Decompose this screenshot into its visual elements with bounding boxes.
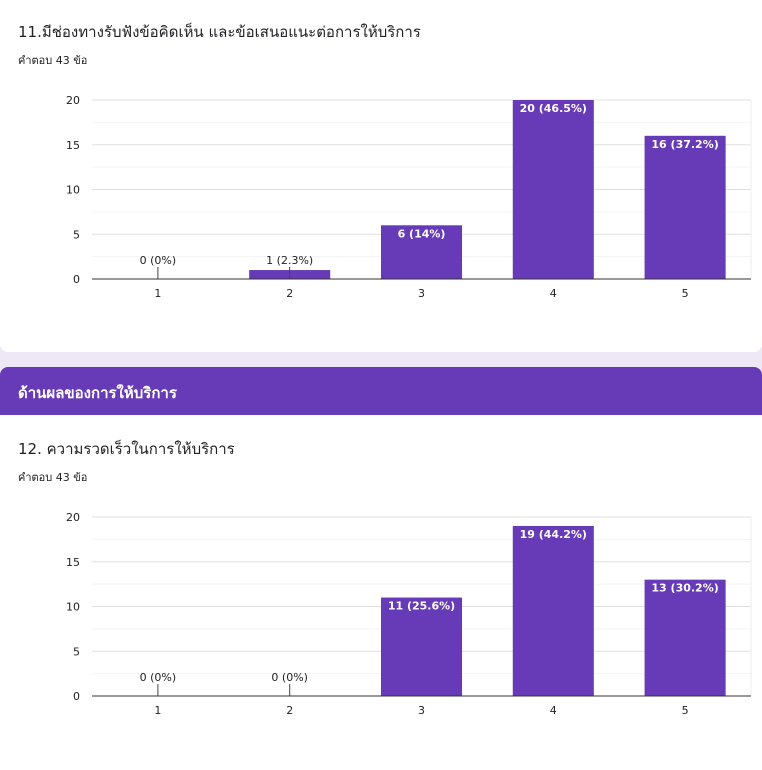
bar: [644, 579, 726, 696]
x-tick-label: 2: [286, 287, 293, 300]
bar-chart-q11: 0 5 10 15 20 0 (0%) 1 1 (2.3%) 2 6 (14%) 3 20 (46.5…: [66, 94, 752, 300]
data-label: 13 (30.2%): [651, 582, 718, 595]
bar: [380, 597, 463, 696]
bar-chart-q12: 0 5 10 15 20 0 (0%) 1 0 (0%) 2 11 (25.6%) 3 19 (44.…: [66, 511, 752, 717]
x-tick-label: 4: [550, 287, 557, 300]
y-tick-label: 5: [73, 645, 80, 658]
y-tick-label: 5: [73, 228, 80, 241]
data-label: 0 (0%): [140, 671, 177, 684]
bar: [512, 100, 594, 279]
x-tick-label: 5: [682, 704, 689, 717]
data-label: 0 (0%): [140, 254, 177, 267]
question-title: 11.มีช่องทางรับฟังข้อคิดเห็น และข้อเสนอแ…: [18, 23, 421, 41]
question-card-11: 11.มีช่องทางรับฟังข้อคิดเห็น และข้อเสนอแ…: [0, 0, 762, 352]
x-tick-label: 3: [418, 287, 425, 300]
bar: [380, 225, 463, 279]
data-label: 0 (0%): [271, 671, 308, 684]
data-label: 16 (37.2%): [651, 138, 718, 151]
y-tick-label: 20: [66, 94, 80, 107]
x-tick-label: 1: [154, 287, 161, 300]
data-label: 11 (25.6%): [388, 600, 455, 613]
data-label: 20 (46.5%): [520, 102, 587, 115]
x-tick-label: 5: [682, 287, 689, 300]
data-label: 6 (14%): [398, 227, 446, 240]
x-tick-label: 3: [418, 704, 425, 717]
y-tick-label: 15: [66, 556, 80, 569]
bar: [644, 135, 726, 279]
bar: [512, 525, 594, 696]
section-header: ด้านผลของการให้บริการ: [0, 367, 762, 415]
question-card-12: 12. ความรวดเร็วในการให้บริการ คำตอบ 43 ข…: [0, 415, 762, 770]
data-label: 1 (2.3%): [266, 254, 313, 267]
y-tick-label: 15: [66, 139, 80, 152]
y-tick-label: 10: [66, 601, 80, 614]
response-count: คำตอบ 43 ข้อ: [18, 54, 88, 67]
x-tick-label: 4: [550, 704, 557, 717]
y-tick-label: 0: [73, 273, 80, 286]
y-tick-label: 0: [73, 690, 80, 703]
question-title: 12. ความรวดเร็วในการให้บริการ: [18, 440, 235, 458]
y-tick-label: 10: [66, 184, 80, 197]
data-label: 19 (44.2%): [520, 528, 587, 541]
response-count: คำตอบ 43 ข้อ: [18, 471, 88, 484]
section-title: ด้านผลของการให้บริการ: [18, 384, 177, 402]
x-tick-label: 1: [154, 704, 161, 717]
y-tick-label: 20: [66, 511, 80, 524]
x-tick-label: 2: [286, 704, 293, 717]
